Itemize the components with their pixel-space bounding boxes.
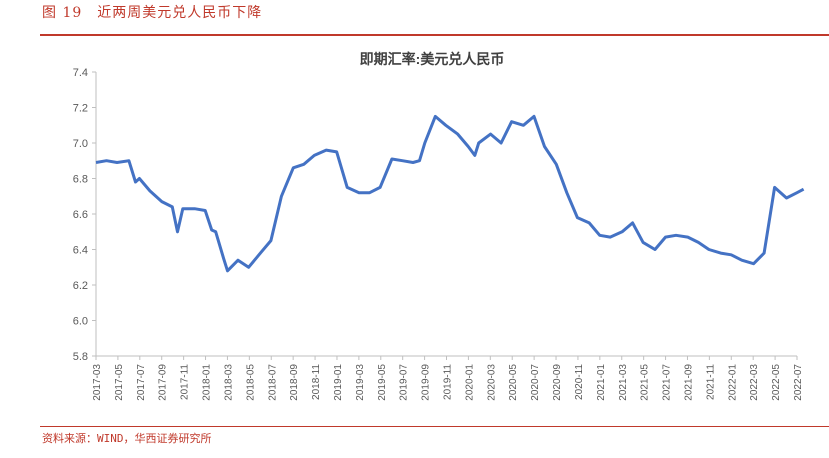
x-tick-label: 2020-07 bbox=[530, 364, 541, 401]
y-tick-label: 6.2 bbox=[73, 280, 88, 292]
x-tick-label: 2022-05 bbox=[771, 364, 782, 401]
x-tick-label: 2022-03 bbox=[749, 364, 760, 401]
x-tick-label: 2017-05 bbox=[114, 364, 125, 401]
y-tick-label: 5.8 bbox=[73, 351, 88, 363]
source-note: 资料来源：WIND，华西证券研究所 bbox=[42, 432, 212, 445]
x-tick-label: 2018-09 bbox=[289, 364, 300, 401]
x-tick-label: 2022-07 bbox=[793, 364, 804, 401]
x-tick-label: 2019-09 bbox=[421, 364, 432, 401]
exchange-rate-chart: 即期汇率:美元兑人民币 5.86.06.26.46.66.87.07.27.4 … bbox=[73, 51, 805, 401]
x-tick-label: 2019-01 bbox=[333, 364, 344, 401]
x-tick-label: 2021-11 bbox=[705, 364, 716, 400]
x-axis: 2017-03 2017-05 2017-07 2017-09 2017-11 2018-… bbox=[92, 355, 804, 401]
x-tick-label: 2018-03 bbox=[223, 364, 234, 401]
x-tick-label: 2020-01 bbox=[464, 364, 475, 401]
x-tick-label: 2018-07 bbox=[267, 364, 278, 401]
y-tick-label: 6.4 bbox=[73, 245, 88, 257]
x-tick-label: 2018-11 bbox=[311, 364, 322, 400]
y-tick-label: 7.4 bbox=[73, 67, 88, 79]
x-tick-label: 2020-05 bbox=[508, 364, 519, 401]
y-axis: 5.8 6.0 6.2 6.4 6.6 6.8 7.0 7.2 7.4 bbox=[73, 67, 97, 363]
x-tick-label: 2019-11 bbox=[443, 364, 454, 400]
x-tick-label: 2020-03 bbox=[486, 364, 497, 401]
x-tick-label: 2022-01 bbox=[727, 364, 738, 401]
figure-title: 图 19 近两周美元兑人民币下降 bbox=[42, 5, 263, 21]
x-tick-label: 2017-09 bbox=[158, 364, 169, 401]
x-tick-label: 2020-09 bbox=[552, 364, 563, 401]
x-tick-label: 2017-07 bbox=[136, 364, 147, 401]
x-tick-label: 2019-03 bbox=[355, 364, 366, 401]
chart-title: 即期汇率:美元兑人民币 bbox=[360, 51, 505, 67]
x-tick-label: 2017-11 bbox=[180, 364, 191, 400]
y-tick-label: 6.8 bbox=[73, 174, 88, 186]
bottom-rule bbox=[40, 426, 829, 427]
x-tick-label: 2021-09 bbox=[683, 364, 694, 401]
x-tick-label: 2021-03 bbox=[618, 364, 629, 401]
x-tick-label: 2019-05 bbox=[377, 364, 388, 401]
x-tick-label: 2021-01 bbox=[596, 364, 607, 401]
y-tick-label: 6.0 bbox=[73, 316, 88, 328]
x-tick-label: 2017-03 bbox=[92, 364, 103, 401]
top-rule bbox=[40, 34, 829, 36]
x-tick-label: 2021-07 bbox=[662, 364, 673, 401]
x-tick-label: 2018-01 bbox=[202, 364, 213, 401]
x-tick-label: 2021-05 bbox=[640, 364, 651, 401]
y-tick-label: 6.6 bbox=[73, 209, 88, 221]
series-line bbox=[95, 114, 805, 273]
x-tick-label: 2019-07 bbox=[399, 364, 410, 401]
y-tick-label: 7.0 bbox=[73, 138, 88, 150]
x-tick-label: 2018-05 bbox=[245, 364, 256, 401]
y-tick-label: 7.2 bbox=[73, 103, 88, 115]
x-tick-label: 2020-11 bbox=[574, 364, 585, 400]
